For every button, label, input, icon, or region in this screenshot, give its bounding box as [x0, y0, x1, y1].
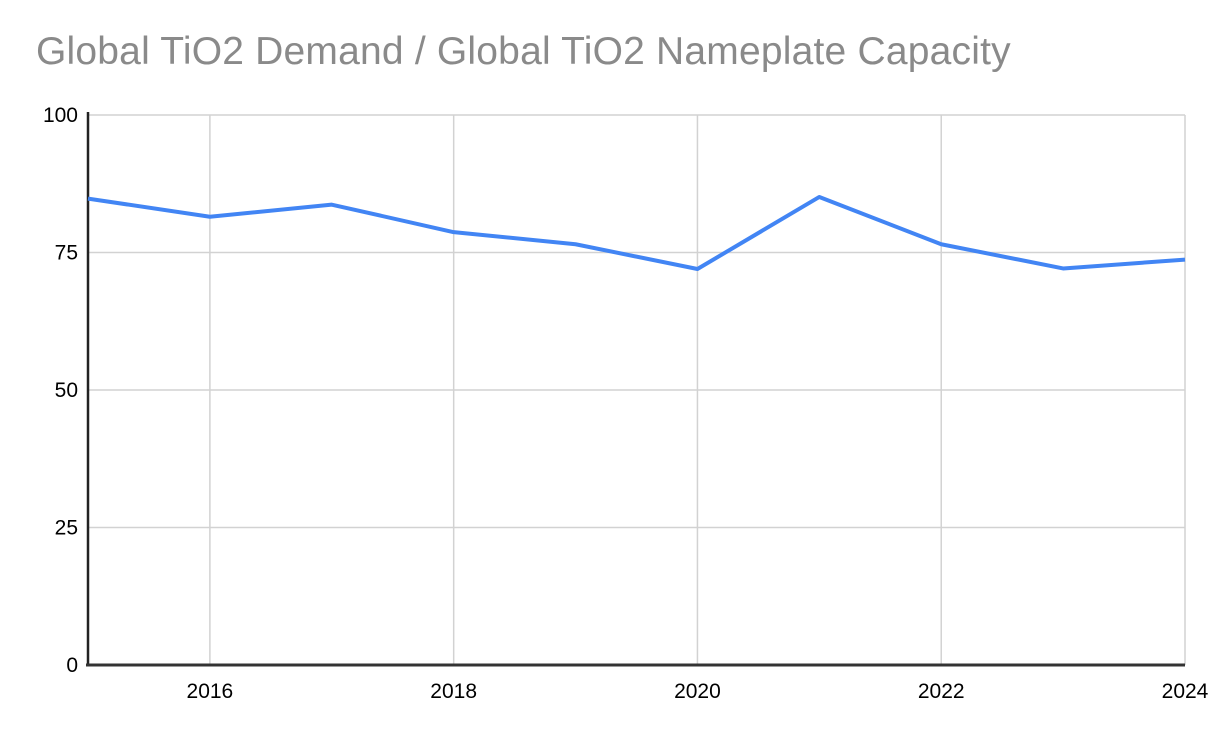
x-tick-label: 2022	[918, 680, 965, 703]
x-tick-label: 2024	[1162, 680, 1209, 703]
x-tick-label: 2018	[430, 680, 477, 703]
x-tick-label: 2020	[674, 680, 721, 703]
y-tick-label: 100	[43, 104, 78, 127]
y-tick-label: 25	[55, 517, 78, 540]
y-tick-label: 0	[66, 654, 78, 677]
chart-title: Global TiO2 Demand / Global TiO2 Namepla…	[36, 30, 1011, 73]
y-tick-label: 75	[55, 242, 78, 265]
y-tick-label: 50	[55, 379, 78, 402]
data-series-line	[87, 194, 1186, 271]
x-tick-label: 2016	[187, 680, 234, 703]
